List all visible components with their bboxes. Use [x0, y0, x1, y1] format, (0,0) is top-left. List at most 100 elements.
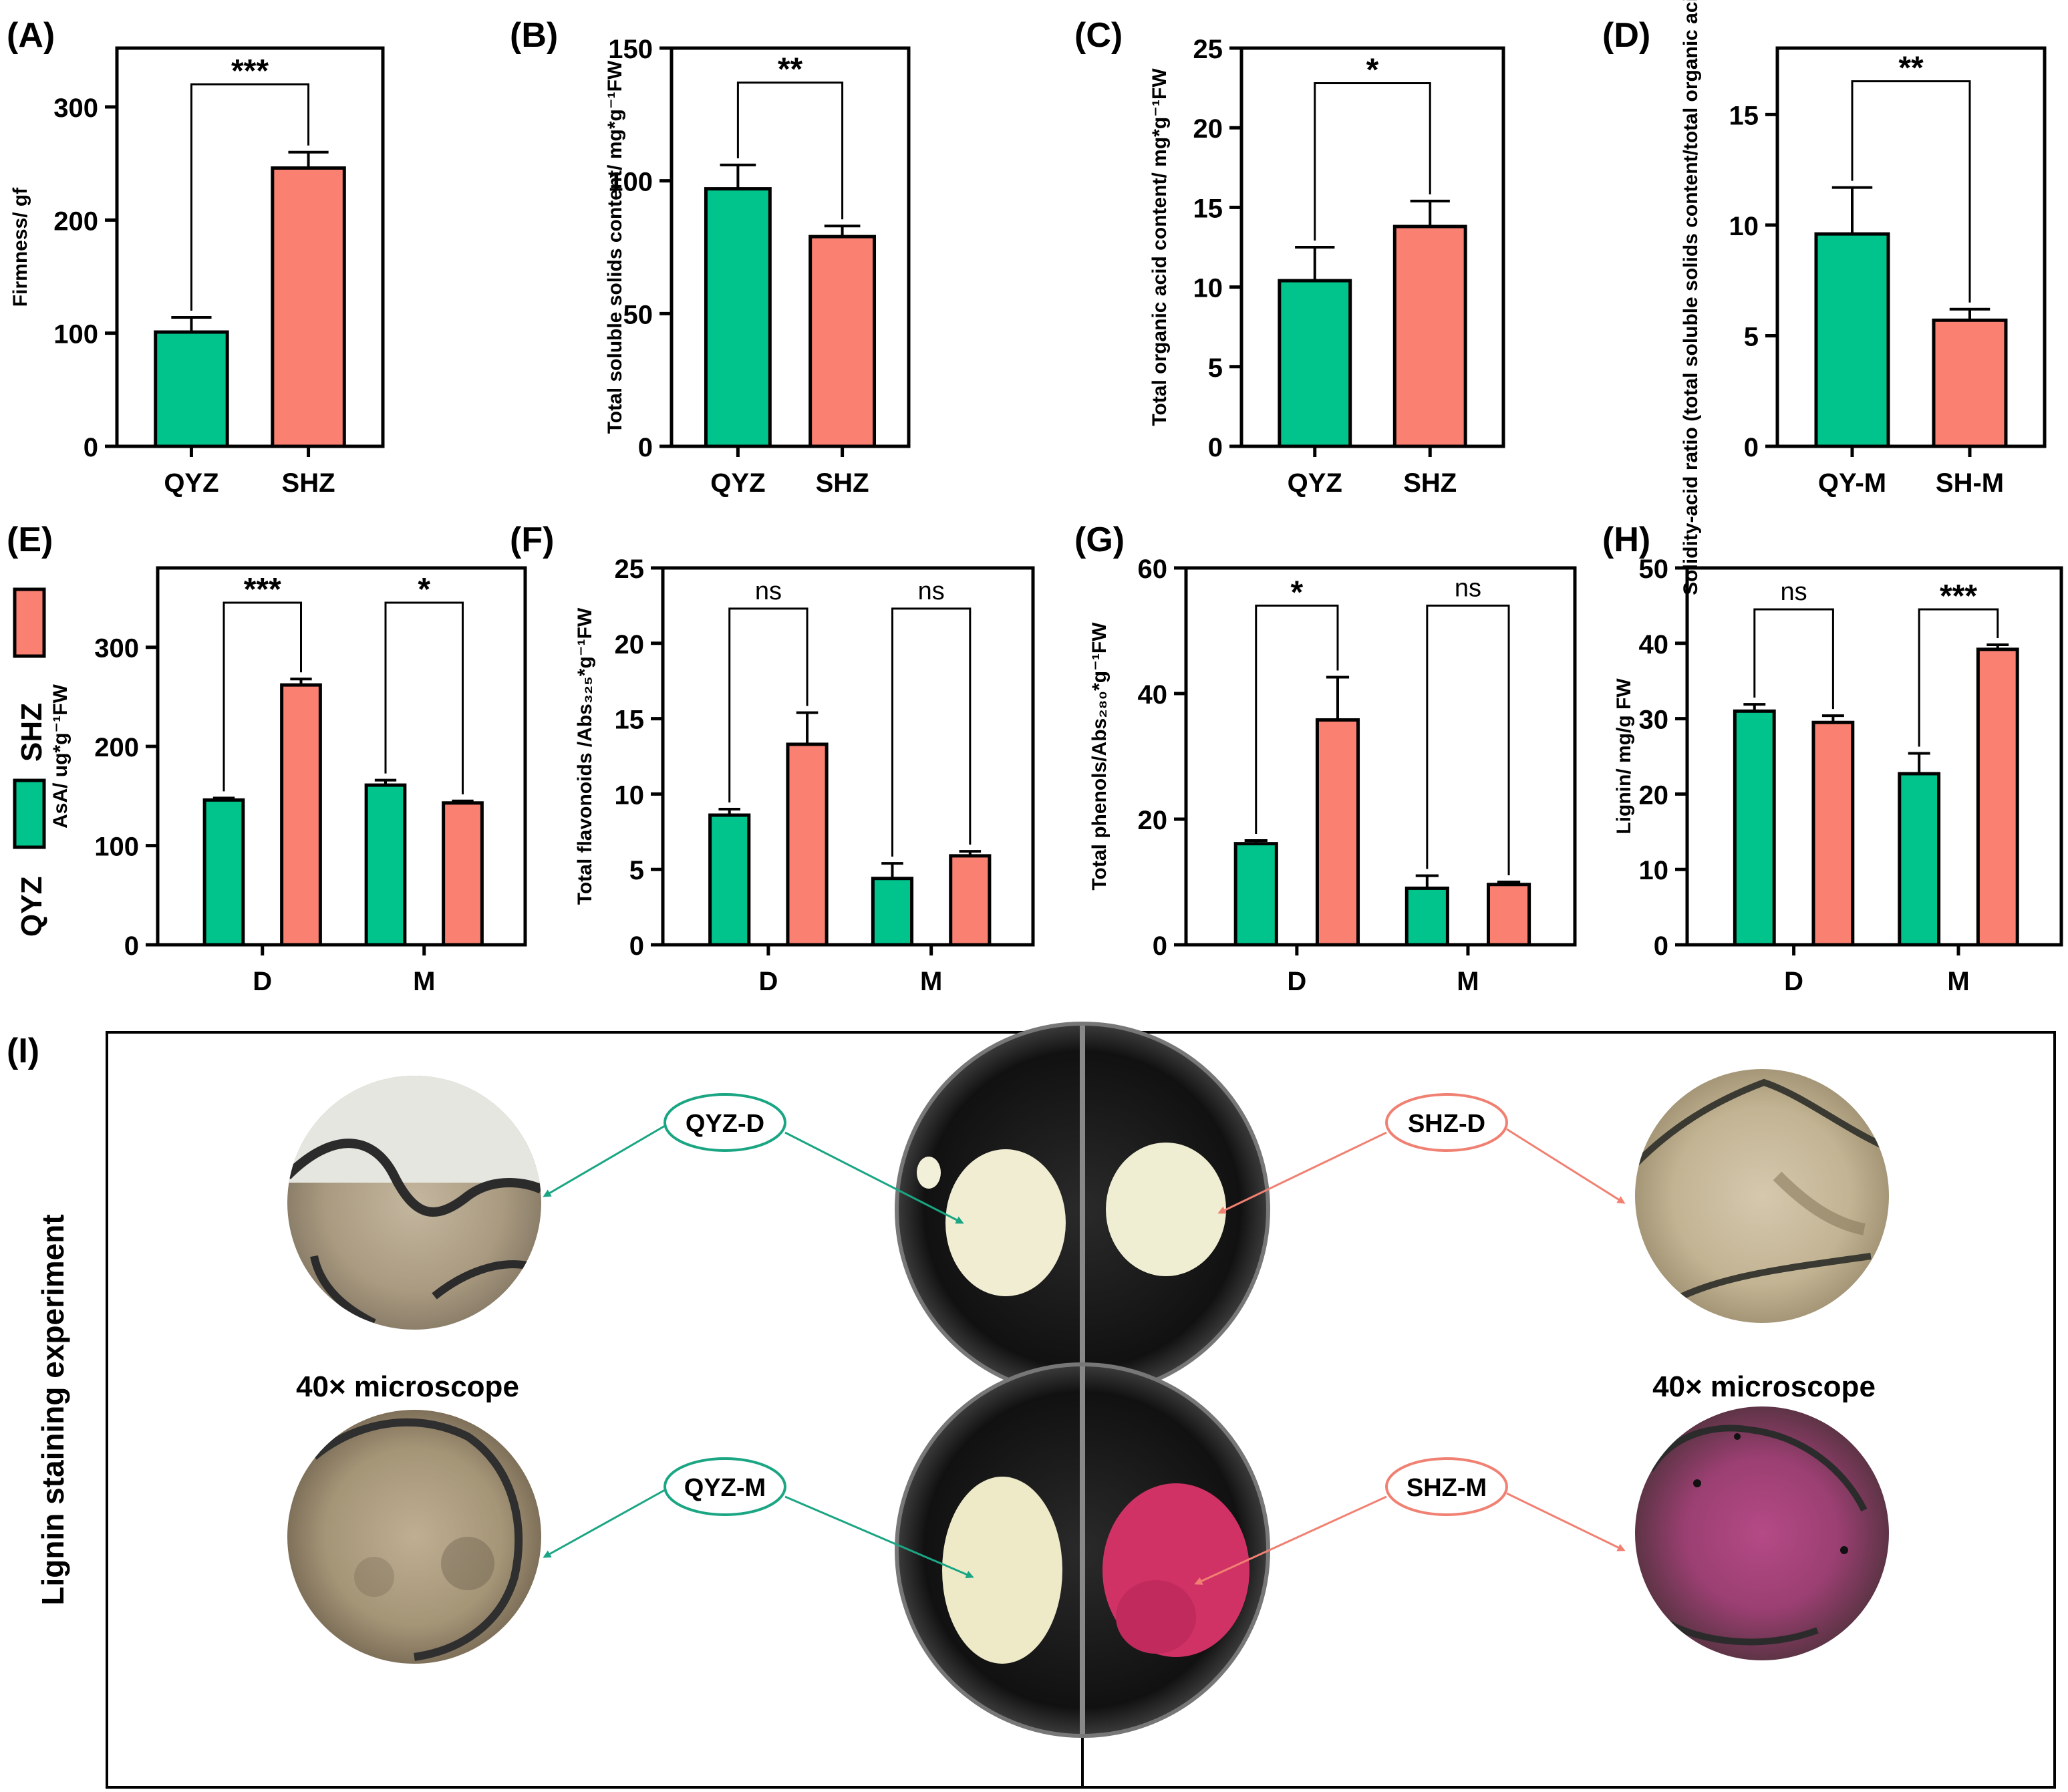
y-axis-label: Total soluble solids content/ mg*g⁻¹FW	[604, 60, 626, 434]
y-tick-label: 10	[1193, 274, 1223, 303]
x-tick-label: M	[413, 967, 435, 996]
significance-label: ***	[244, 572, 281, 607]
y-tick-label: 20	[1639, 780, 1669, 810]
significance-label: *	[418, 572, 430, 607]
label-shz-m: SHZ-M	[1385, 1457, 1508, 1516]
x-tick-label: QYZ	[1288, 468, 1342, 498]
panel-i-letter: (I)	[7, 1032, 39, 1070]
significance-label: *	[1366, 52, 1379, 88]
y-tick-label: 10	[615, 780, 645, 810]
y-axis-label: Total organic acid content/ mg*g⁻¹FW	[1149, 68, 1171, 426]
axes-frame	[1775, 46, 2047, 448]
axes-frame	[1239, 46, 1505, 448]
label-shz-m-text: SHZ-M	[1407, 1474, 1487, 1502]
y-tick-label: 200	[94, 733, 139, 762]
bar-shz-d	[280, 683, 322, 947]
label-qyz-d-text: QYZ-D	[686, 1110, 764, 1138]
y-tick-label: 300	[94, 634, 139, 663]
x-tick-label: M	[1947, 967, 1969, 996]
y-axis-label: Total flavonoids /Abs₃₂₅*g⁻¹FW	[574, 607, 596, 905]
arrow-qyz-d-to-micro	[543, 1125, 666, 1197]
chart-h: (H) 0 10 20 30 40 50 Lignin/ mg/g FW D Mns ***	[1602, 520, 2063, 996]
x-tick-label: D	[1784, 967, 1803, 996]
x-tick-label: M	[920, 967, 942, 996]
y-tick-label: 300	[53, 94, 98, 123]
y-tick-label: 5	[1744, 322, 1759, 351]
x-tick-label: M	[1457, 967, 1479, 996]
significance-label: ns	[918, 577, 945, 605]
label-qyz-d: QYZ-D	[663, 1093, 786, 1152]
bar-shz-m	[442, 801, 484, 947]
y-axis-label: Lignin/ mg/g FW	[1613, 678, 1635, 835]
y-tick-label: 10	[1729, 212, 1759, 241]
chart-c: (C) 0 5 10 15 20 25 Total organic acid content/…	[1074, 16, 1505, 498]
y-tick-label: 0	[84, 433, 98, 462]
microscope-image-shz-d	[1635, 1069, 1889, 1323]
significance-bracket	[1918, 608, 1999, 747]
label-qyz-m: QYZ-M	[663, 1457, 786, 1516]
y-tick-label: 20	[1193, 114, 1223, 144]
panel-letter: (B)	[510, 16, 558, 55]
axes-frame	[156, 566, 527, 947]
microscope-image-qyz-d	[287, 1076, 541, 1330]
bar-qyz-d	[708, 813, 751, 947]
y-tick-label: 5	[629, 856, 644, 885]
y-tick-label: 25	[615, 555, 645, 584]
y-axis-label: Total phenols/Abs₂₈₀*g⁻¹FW	[1088, 622, 1111, 891]
y-tick-label: 10	[1639, 856, 1669, 885]
significance-bracket	[1753, 608, 1834, 710]
x-tick-label: SHZ	[282, 468, 335, 498]
y-tick-label: 0	[638, 433, 653, 462]
bar-qyz	[704, 187, 772, 448]
y-tick-label: 0	[629, 931, 644, 961]
y-axis-label: AsA/ ug*g⁻¹FW	[49, 684, 71, 828]
x-tick-label: D	[253, 967, 272, 996]
bar-qyz-m	[364, 783, 407, 947]
chart-f: (F) 0 5 10 15 20 25 Total flavonoids /Abs₃₂₅*g⁻…	[510, 520, 1035, 996]
y-tick-label: 30	[1639, 706, 1669, 735]
y-tick-label: 40	[1639, 630, 1669, 659]
y-tick-label: 100	[608, 168, 653, 197]
significance-label: **	[778, 52, 803, 88]
y-tick-label: 200	[53, 206, 98, 236]
axes-frame	[1184, 566, 1577, 947]
bar-qyz	[154, 330, 229, 448]
axes-frame	[670, 46, 911, 448]
chart-g: (G) 0 20 40 60 Total phenols/Abs₂₈₀*g⁻¹FW D M * n…	[1074, 520, 1577, 996]
significance-label: ns	[1781, 578, 1807, 606]
y-tick-label: 15	[1193, 194, 1223, 223]
x-tick-label: SH-M	[1936, 468, 2004, 498]
significance-label: ***	[231, 53, 269, 89]
y-tick-label: 50	[1639, 555, 1669, 584]
legend: SHZ QYZ	[13, 587, 48, 937]
bar-shz-d	[786, 742, 829, 947]
label-shz-d: SHZ-D	[1385, 1093, 1508, 1152]
panel-letter: (A)	[7, 16, 55, 55]
y-tick-label: 5	[1208, 353, 1223, 383]
y-tick-label: 20	[1138, 806, 1168, 835]
significance-bracket	[736, 82, 844, 220]
microscope-image-shz-m	[1635, 1406, 1889, 1660]
bar-qyz-m	[871, 877, 914, 947]
panel-letter: (G)	[1074, 520, 1125, 559]
bar-qyz-d	[202, 798, 245, 947]
x-tick-label: SHZ	[1403, 468, 1457, 498]
label-qyz-m-text: QYZ-M	[684, 1474, 766, 1502]
axes-frame	[115, 46, 385, 448]
y-tick-label: 0	[1744, 433, 1759, 462]
significance-bracket	[223, 601, 302, 792]
x-tick-label: QYZ	[164, 468, 218, 498]
significance-bracket	[1426, 604, 1510, 875]
y-tick-label: 15	[1729, 101, 1759, 130]
panel-letter: (E)	[7, 520, 53, 559]
panel-letter: (H)	[1602, 520, 1650, 559]
arrow-shz-m-to-dish	[1194, 1495, 1387, 1585]
y-tick-label: 50	[623, 300, 653, 329]
bar-qy-m	[1814, 232, 1890, 448]
bar-shz-m	[949, 854, 992, 947]
x-tick-label: SHZ	[816, 468, 869, 498]
bar-shz	[808, 235, 877, 448]
y-tick-label: 20	[615, 630, 645, 659]
significance-bracket	[190, 83, 310, 311]
